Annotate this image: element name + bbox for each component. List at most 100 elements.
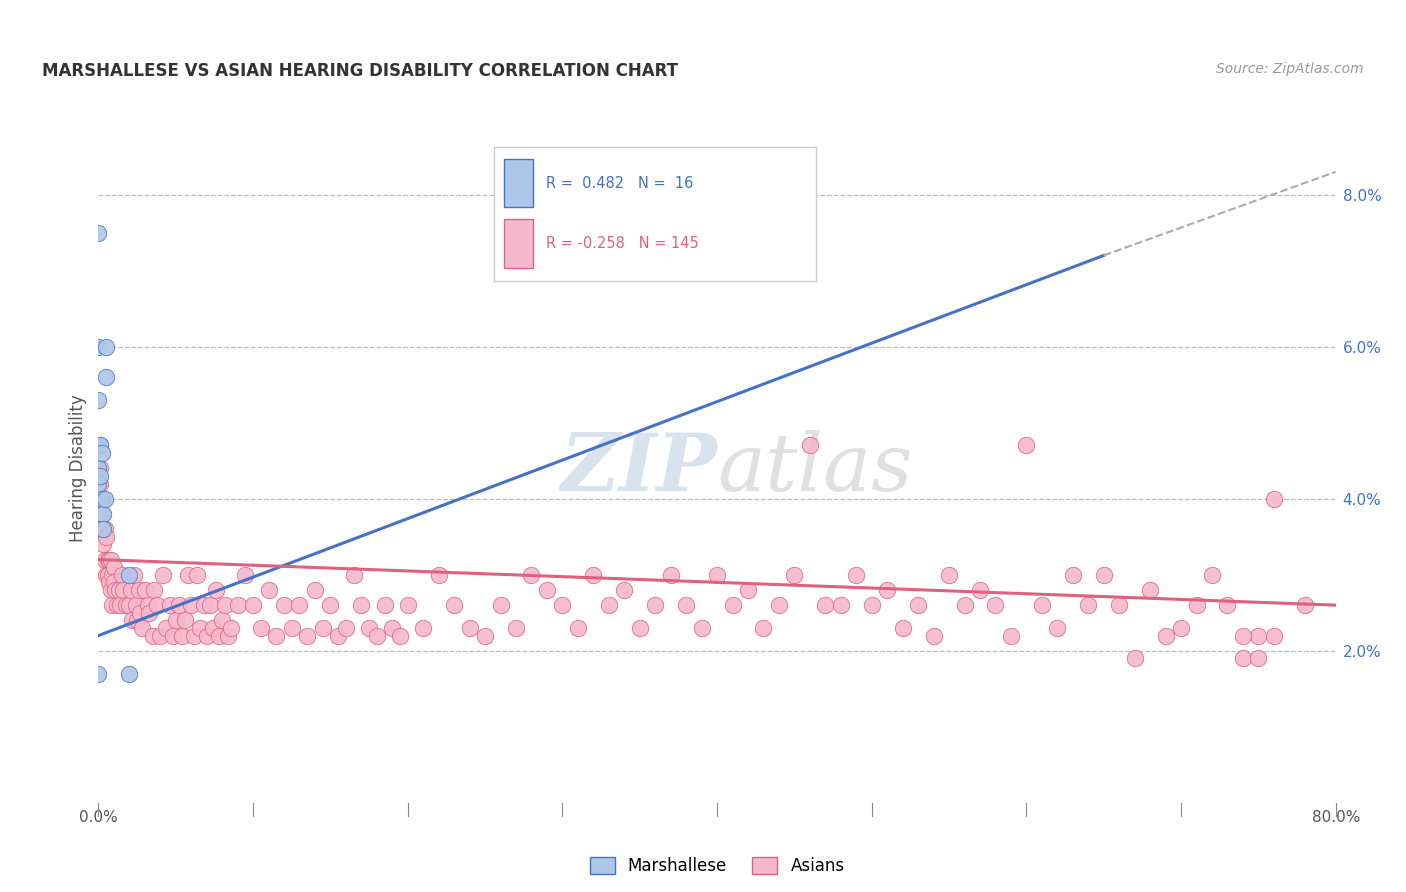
Point — [91, 522, 114, 536]
Point — [1123, 651, 1146, 665]
Point — [768, 598, 790, 612]
Point — [288, 598, 311, 612]
Point — [860, 598, 883, 612]
Point — [675, 598, 697, 612]
Point — [98, 575, 121, 590]
Point — [89, 438, 111, 452]
Point — [1185, 598, 1208, 612]
Text: ZIP: ZIP — [560, 430, 717, 507]
Point — [115, 598, 138, 612]
Point — [195, 628, 218, 642]
Point — [891, 621, 914, 635]
Point — [582, 567, 605, 582]
Point — [520, 567, 543, 582]
Point — [1201, 567, 1223, 582]
Point — [350, 598, 373, 612]
Text: MARSHALLESE VS ASIAN HEARING DISABILITY CORRELATION CHART: MARSHALLESE VS ASIAN HEARING DISABILITY … — [42, 62, 678, 80]
Point — [752, 621, 775, 635]
Point — [388, 628, 412, 642]
Point — [89, 438, 111, 452]
Point — [598, 598, 620, 612]
Point — [93, 522, 115, 536]
Point — [170, 628, 193, 642]
Point — [799, 438, 821, 452]
Point — [208, 628, 231, 642]
Point — [118, 666, 141, 681]
Point — [162, 628, 184, 642]
Point — [177, 567, 200, 582]
Point — [118, 567, 141, 582]
Point — [96, 370, 118, 384]
Point — [165, 613, 187, 627]
Point — [458, 621, 481, 635]
Point — [357, 621, 380, 635]
Point — [183, 628, 205, 642]
Point — [104, 582, 127, 597]
Point — [146, 598, 169, 612]
Point — [1232, 651, 1254, 665]
Point — [489, 598, 512, 612]
Point — [721, 598, 744, 612]
Point — [100, 582, 122, 597]
Point — [1046, 621, 1069, 635]
Point — [505, 621, 527, 635]
Point — [690, 621, 713, 635]
Point — [180, 598, 202, 612]
Point — [155, 621, 177, 635]
Point — [1139, 582, 1161, 597]
Point — [120, 582, 142, 597]
Point — [87, 461, 110, 475]
Point — [830, 598, 852, 612]
Point — [93, 491, 115, 506]
Point — [1247, 628, 1270, 642]
Point — [226, 598, 249, 612]
Y-axis label: Hearing Disability: Hearing Disability — [69, 394, 87, 542]
Point — [814, 598, 837, 612]
Point — [107, 582, 129, 597]
Point — [98, 552, 121, 566]
Point — [1232, 628, 1254, 642]
Point — [381, 621, 404, 635]
Point — [90, 446, 112, 460]
Point — [1062, 567, 1084, 582]
Point — [297, 628, 319, 642]
Point — [143, 582, 166, 597]
Point — [87, 476, 110, 491]
Point — [335, 621, 357, 635]
Point — [567, 621, 589, 635]
Point — [129, 606, 152, 620]
Point — [1263, 628, 1285, 642]
Point — [121, 613, 143, 627]
Point — [87, 666, 110, 681]
Point — [124, 598, 146, 612]
Point — [675, 248, 697, 262]
Point — [87, 340, 110, 354]
Point — [953, 598, 976, 612]
Point — [783, 567, 806, 582]
Point — [90, 491, 112, 506]
Point — [1092, 567, 1115, 582]
Point — [1263, 491, 1285, 506]
Point — [167, 598, 190, 612]
Point — [235, 567, 257, 582]
Point — [111, 567, 134, 582]
Point — [105, 598, 128, 612]
Point — [108, 598, 131, 612]
Point — [273, 598, 295, 612]
Point — [922, 628, 945, 642]
Point — [101, 598, 124, 612]
Point — [613, 582, 636, 597]
Point — [845, 567, 868, 582]
Point — [96, 567, 118, 582]
Point — [1170, 621, 1192, 635]
Point — [343, 567, 366, 582]
Point — [250, 621, 273, 635]
Point — [1294, 598, 1316, 612]
Point — [659, 567, 682, 582]
Point — [97, 552, 120, 566]
Point — [89, 469, 111, 483]
Point — [198, 598, 221, 612]
Point — [96, 340, 118, 354]
Point — [907, 598, 929, 612]
Point — [211, 613, 233, 627]
